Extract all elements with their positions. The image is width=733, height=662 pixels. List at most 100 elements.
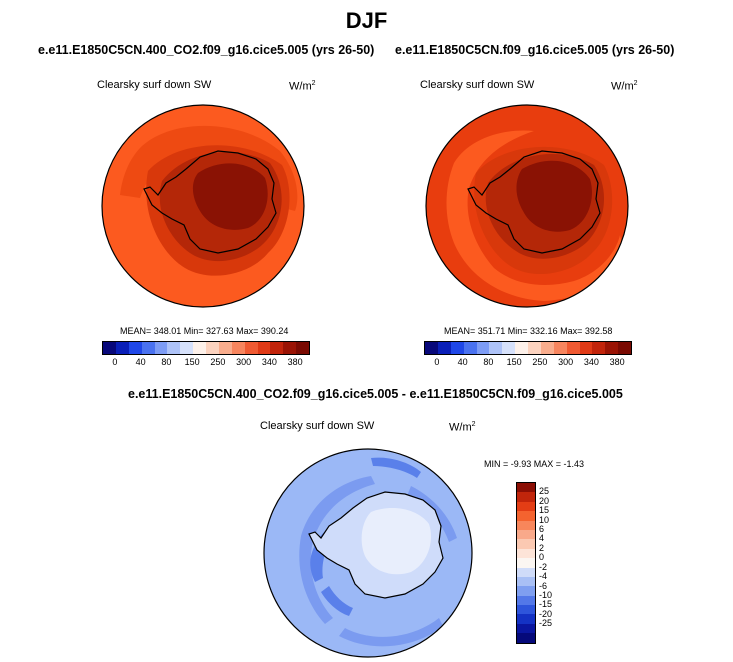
- diff-panel-polar-map: [263, 448, 473, 658]
- diff-panel-shelf-2: [321, 586, 353, 616]
- colorbar-tick-label: -15: [539, 599, 553, 610]
- colorbar-swatch: [517, 614, 535, 624]
- colorbar-swatch: [517, 595, 535, 606]
- diff-panel-map-border: [263, 448, 473, 658]
- panel-1-ring-field: [120, 125, 298, 211]
- colorbar-tick-label: 80: [161, 357, 172, 367]
- colorbar-tick-label: 250: [210, 357, 226, 367]
- colorbar-swatch: [517, 623, 535, 634]
- colorbar-tick-label: 40: [135, 357, 146, 367]
- colorbar-tick-label: 10: [539, 514, 550, 525]
- colorbar-tick-label: -25: [539, 618, 553, 629]
- colorbar-tick-label: 380: [287, 357, 303, 367]
- panel-1-polar-map: [101, 104, 305, 308]
- panel-1-units-label: W/m2: [289, 80, 316, 93]
- colorbar-tick-label: 0: [112, 357, 118, 367]
- colorbar-swatch: [517, 633, 535, 643]
- colorbar-swatch: [517, 567, 535, 577]
- diff-panel-interior: [361, 508, 431, 575]
- colorbar-tick-label: 40: [457, 357, 468, 367]
- colorbar-swatch: [463, 342, 477, 354]
- colorbar-swatch: [517, 539, 535, 549]
- colorbar-tick-label: 150: [184, 357, 200, 367]
- colorbar-swatch: [257, 342, 271, 354]
- panel-1-colorbar-labels: 0 40 80 150 250 300 340 380: [102, 357, 308, 369]
- panel-2-colorbar-labels: 0 40 80 150 250 300 340 380: [424, 357, 630, 369]
- colorbar-tick-label: 340: [583, 357, 599, 367]
- colorbar-tick-label: 80: [483, 357, 494, 367]
- colorbar-swatch: [489, 342, 503, 354]
- colorbar-swatch: [154, 342, 168, 354]
- panel-2-interior-field: [516, 160, 592, 232]
- panel-1-variable-label: Clearsky surf down SW: [97, 79, 212, 91]
- colorbar-swatch: [128, 342, 142, 354]
- panel-1-case-title: e.e11.E1850C5CN.400_CO2.f09_g16.cice5.00…: [38, 43, 375, 57]
- colorbar-tick-label: 6: [539, 524, 545, 535]
- colorbar-tick-label: 20: [539, 495, 550, 506]
- colorbar-swatch: [553, 342, 567, 354]
- diff-panel-band-3: [339, 618, 443, 647]
- colorbar-tick-label: 0: [539, 552, 545, 563]
- colorbar-swatch: [502, 342, 516, 354]
- colorbar-tick-label: -20: [539, 608, 553, 619]
- colorbar-tick-label: 15: [539, 505, 550, 516]
- colorbar-swatch: [437, 342, 451, 354]
- panel-2-units-label: W/m2: [611, 80, 638, 93]
- colorbar-swatch: [180, 342, 194, 354]
- diff-panel-coastline: [308, 491, 444, 599]
- colorbar-swatch: [592, 342, 606, 354]
- panel-2-stats: MEAN= 351.71 Min= 332.16 Max= 392.58: [444, 326, 613, 336]
- panel-1-map-border: [101, 104, 305, 308]
- colorbar-tick-label: 25: [539, 486, 550, 497]
- colorbar-tick-label: -10: [539, 589, 553, 600]
- colorbar-swatch: [517, 605, 535, 615]
- colorbar-swatch: [517, 520, 535, 530]
- colorbar-swatch: [618, 342, 631, 354]
- colorbar-swatch: [517, 548, 535, 559]
- colorbar-tick-label: -6: [539, 580, 548, 591]
- colorbar-swatch: [517, 492, 535, 502]
- colorbar-swatch: [528, 342, 541, 354]
- colorbar-tick-label: -4: [539, 571, 548, 582]
- panel-2-polar-map: [425, 104, 629, 308]
- colorbar-swatch: [115, 342, 129, 354]
- colorbar-swatch: [231, 342, 245, 354]
- colorbar-swatch: [540, 342, 554, 354]
- colorbar-swatch: [206, 342, 219, 354]
- panel-2-case-title: e.e11.E1850C5CN.f09_g16.cice5.005 (yrs 2…: [395, 43, 675, 57]
- colorbar-swatch: [141, 342, 155, 354]
- colorbar-swatch: [517, 576, 535, 587]
- colorbar-swatch: [517, 511, 535, 521]
- colorbar-swatch: [296, 342, 309, 354]
- colorbar-tick-label: 300: [558, 357, 574, 367]
- diff-panel-colorbar-labels: 25 20 15 10 6 4 2 0 -2 -4 -6 -10 -15 -20 -25: [539, 482, 579, 642]
- colorbar-swatch: [476, 342, 490, 354]
- colorbar-swatch: [605, 342, 619, 354]
- colorbar-tick-label: 0: [434, 357, 440, 367]
- colorbar-tick-label: 300: [236, 357, 252, 367]
- panel-1-stats: MEAN= 348.01 Min= 327.63 Max= 390.24: [120, 326, 289, 336]
- diff-panel-shelf-3: [371, 457, 421, 478]
- diff-panel-band-1: [299, 476, 375, 624]
- panel-2-map-border: [425, 104, 629, 308]
- colorbar-tick-label: 340: [261, 357, 277, 367]
- panel-1-interior-field: [192, 163, 268, 230]
- colorbar-swatch: [517, 586, 535, 596]
- diff-panel-units-label: W/m2: [449, 421, 476, 434]
- colorbar-swatch: [517, 529, 535, 540]
- colorbar-swatch: [103, 342, 116, 354]
- colorbar-swatch: [566, 342, 580, 354]
- diff-panel-colorbar: [516, 482, 536, 644]
- colorbar-tick-label: 4: [539, 533, 545, 544]
- colorbar-tick-label: -2: [539, 561, 548, 572]
- colorbar-swatch: [517, 483, 535, 493]
- panel-2-variable-label: Clearsky surf down SW: [420, 79, 535, 91]
- colorbar-swatch: [517, 558, 535, 568]
- colorbar-swatch: [283, 342, 297, 354]
- colorbar-tick-label: 2: [539, 542, 545, 553]
- colorbar-swatch: [450, 342, 464, 354]
- colorbar-tick-label: 250: [532, 357, 548, 367]
- colorbar-swatch: [515, 342, 528, 354]
- colorbar-swatch: [517, 501, 535, 512]
- panel-1-coastline: [143, 150, 277, 254]
